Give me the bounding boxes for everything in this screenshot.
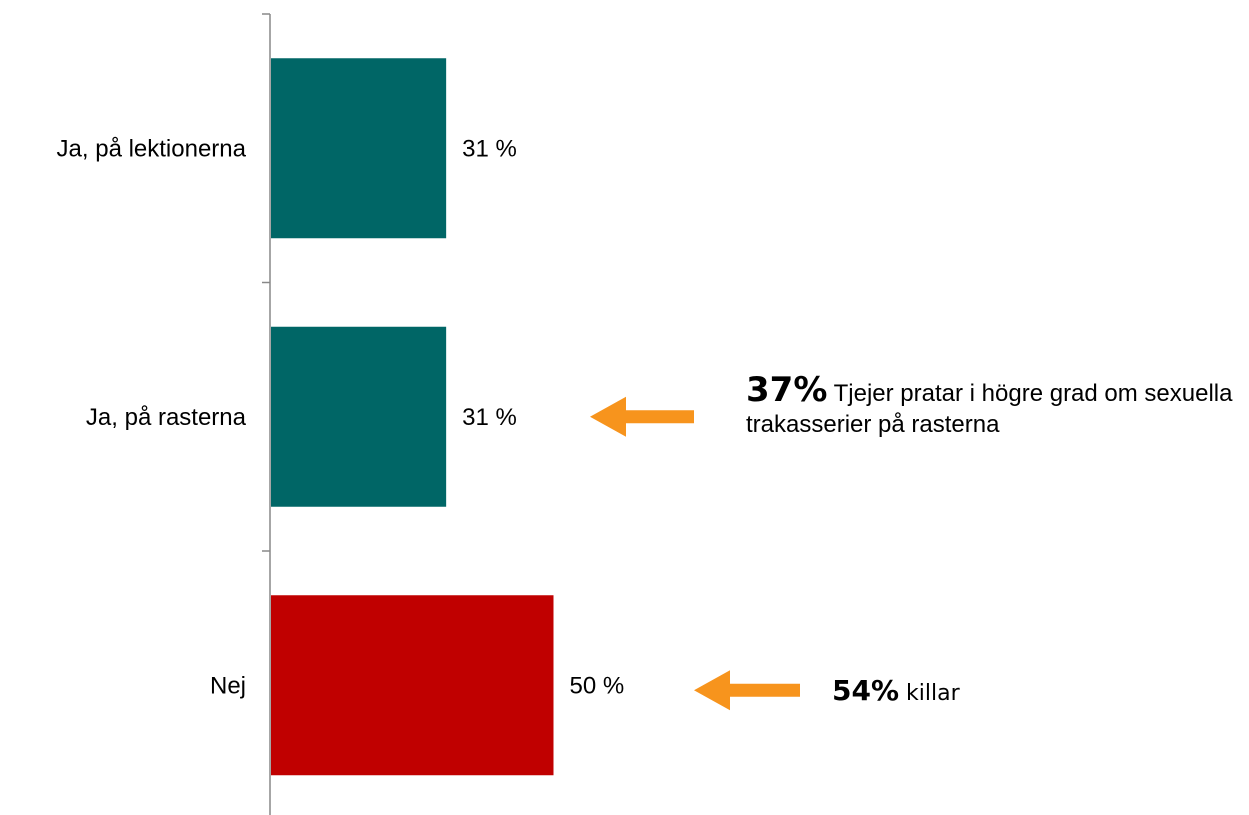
arrow-left-icon: [590, 396, 694, 437]
labels-layer: Ja, på lektionerna 31 % Ja, på rasterna 31 …: [57, 135, 625, 699]
annotation-text: killar: [899, 681, 960, 706]
axis-layer: [262, 13, 271, 815]
arrows-layer: [590, 396, 800, 711]
value-label: 31 %: [462, 135, 517, 162]
bar: [271, 326, 447, 507]
category-label: Nej: [210, 672, 246, 699]
bar: [271, 595, 554, 776]
value-label: 31 %: [462, 404, 517, 431]
category-label: Ja, på lektionerna: [57, 135, 247, 162]
bar: [271, 58, 447, 239]
bars-layer: [271, 58, 554, 776]
annotation-highlight: 54%: [832, 674, 900, 707]
annotation-nej: 54% killar: [832, 674, 1232, 708]
annotation-text: Tjejer pratar i högre grad om sexuella t…: [746, 380, 1233, 438]
category-label: Ja, på rasterna: [86, 404, 247, 431]
value-label: 50 %: [570, 672, 625, 699]
annotation-rasterna: 37% Tjejer pratar i högre grad om sexuel…: [746, 370, 1246, 440]
annotation-highlight: 37%: [746, 370, 828, 410]
arrow-left-icon: [694, 670, 800, 711]
